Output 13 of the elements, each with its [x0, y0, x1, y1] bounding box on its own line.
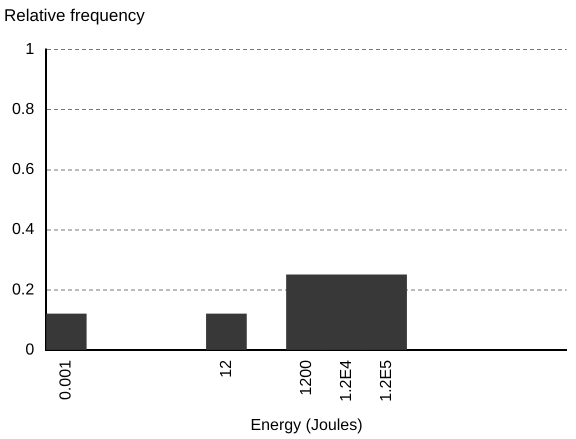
y-axis-title: Relative frequency: [4, 6, 145, 26]
y-tick-label: 0.8: [12, 101, 34, 118]
x-tick-label: 12: [218, 360, 235, 378]
y-tick-label: 0.6: [12, 161, 34, 178]
x-tick-label: 1200: [298, 360, 315, 396]
y-tick-label: 0.2: [12, 281, 34, 298]
y-tick-label: 0.4: [12, 221, 34, 238]
x-tick-label: 0.001: [58, 360, 75, 400]
x-tick-label: 1.2E4: [338, 360, 355, 402]
y-tick-label: 0: [25, 341, 34, 358]
x-tick-label: 1.2E5: [378, 360, 395, 402]
x-axis-title: Energy (Joules): [250, 416, 363, 434]
y-tick-label: 1: [25, 41, 34, 58]
